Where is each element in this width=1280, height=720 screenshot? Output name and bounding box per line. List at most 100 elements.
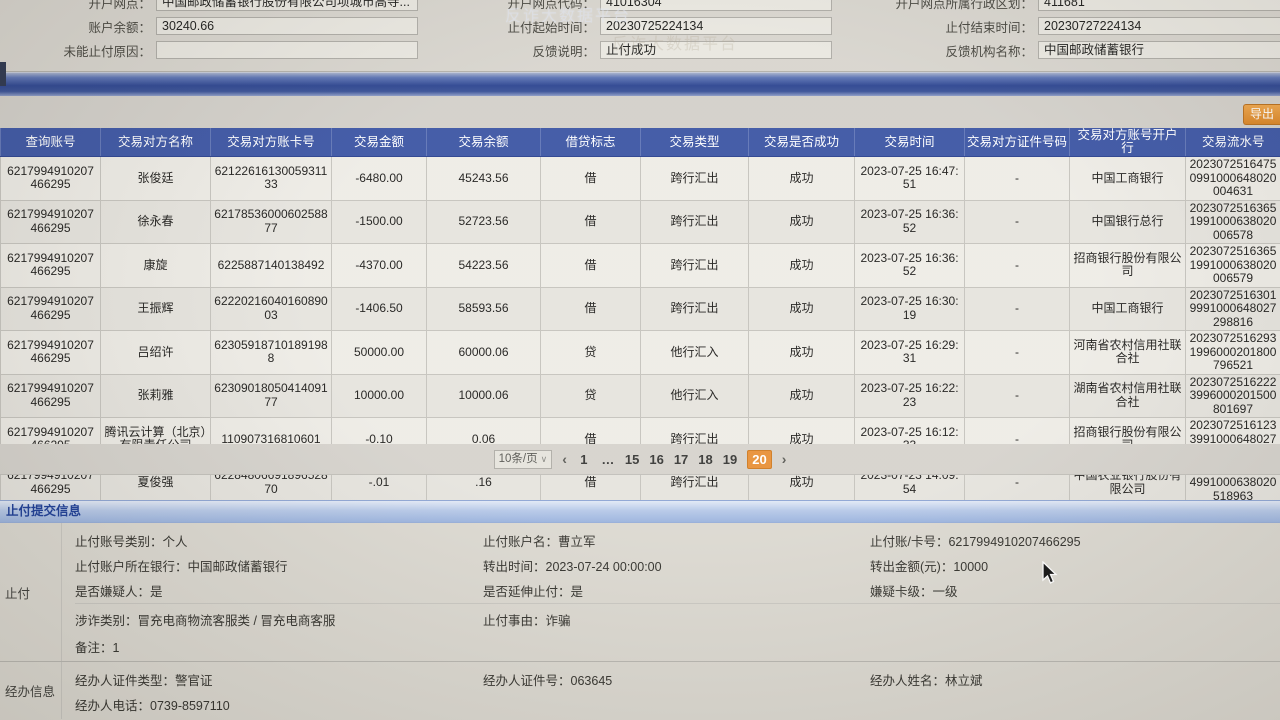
table-row[interactable]: 6217994910207466295 吕绍许 623059187101891988…: [0, 330, 1280, 375]
info-row: 备注：1: [75, 634, 1280, 659]
mouse-cursor: [1042, 561, 1058, 584]
table-cell: 6217994910207466295: [0, 199, 101, 244]
page-button[interactable]: 1: [580, 451, 588, 467]
table-cell: -: [964, 243, 1070, 288]
table-cell: 6212261613005931133: [210, 156, 332, 201]
table-cell: 成功: [748, 330, 855, 375]
field-value-box[interactable]: 20230725224134: [600, 17, 832, 35]
page-button[interactable]: 17: [673, 451, 689, 467]
column-header: 交易余额: [426, 128, 541, 157]
table-cell: -4370.00: [331, 243, 427, 288]
info-field-label: 止付账号类别：: [75, 535, 163, 549]
table-cell: 成功: [748, 199, 855, 244]
info-field-label: 经办人证件号：: [483, 674, 571, 688]
table-cell: 借: [540, 243, 641, 288]
form-row: 开户网点： 中国邮政储蓄银行股份有限公司项城市高寺... 开户网点代码： 410163…: [0, 0, 1280, 14]
table-cell: -1406.50: [331, 286, 427, 331]
column-header: 交易流水号: [1185, 128, 1280, 157]
page-button[interactable]: 15: [624, 451, 640, 467]
field-value-box[interactable]: 止付成功: [600, 41, 832, 59]
table-row[interactable]: 6217994910207466295 张俊廷 621226161300593113…: [0, 156, 1280, 201]
field-label: 账户余额：: [88, 20, 151, 35]
field-value-box[interactable]: 30240.66: [156, 17, 418, 35]
field-value-box[interactable]: 411681: [1038, 0, 1280, 11]
info-field-label: 止付账户名：: [483, 535, 559, 549]
table-cell: 跨行汇出: [640, 156, 749, 201]
section-divider-bar: [0, 72, 1280, 96]
field-value-box[interactable]: 中国邮政储蓄银行: [1038, 41, 1280, 59]
field-value-box[interactable]: 20230727224134: [1038, 17, 1280, 35]
prev-page-button[interactable]: ‹: [562, 451, 567, 467]
column-header: 交易时间: [854, 128, 965, 157]
info-field: 经办人证件类型：警官证: [75, 670, 483, 689]
export-button[interactable]: 导出: [1243, 104, 1280, 125]
info-field-label: 是否嫌疑人：: [75, 585, 151, 599]
info-field-label: 嫌疑卡级：: [870, 585, 933, 599]
page-ellipsis[interactable]: …: [601, 451, 615, 467]
table-cell: 中国银行总行: [1069, 199, 1186, 244]
form-row: 未能止付原因： 反馈说明： 止付成功 反馈机构名称： 中国邮政储蓄银行: [0, 38, 1280, 62]
table-cell: 20230725163019991000648027298816: [1185, 286, 1280, 331]
submit-info-panel: 止付 止付账号类别：个人 止付账户名：曹立军 止付账/卡号：6217994910207…: [0, 523, 1280, 720]
info-group: 止付 止付账号类别：个人 止付账户名：曹立军 止付账/卡号：6217994910207…: [0, 523, 1280, 661]
table-cell: 54223.56: [426, 243, 541, 288]
field-value-box[interactable]: 中国邮政储蓄银行股份有限公司项城市高寺...: [156, 0, 418, 11]
page-button[interactable]: 18: [698, 451, 713, 467]
field-label: 开户网点所属行政区划：: [895, 0, 1033, 11]
field-value-box[interactable]: 41016304: [600, 0, 832, 11]
form-field: 止付结束时间： 20230727224134: [832, 17, 1280, 36]
field-label: 反馈机构名称：: [945, 44, 1033, 59]
column-header: 交易对方名称: [100, 128, 211, 157]
table-cell: 6217853600060258877: [210, 199, 332, 244]
table-row[interactable]: 6217994910207466295 徐永春 621785360006025887…: [0, 199, 1280, 244]
info-field-label: 止付事由：: [483, 613, 546, 628]
page-number-list: 1 … 15 16 17 18 19 20: [577, 449, 772, 469]
table-cell: 借: [540, 156, 641, 201]
table-cell: 跨行汇出: [640, 243, 749, 288]
next-page-button[interactable]: ›: [781, 451, 787, 467]
page-button-active[interactable]: 20: [747, 449, 772, 469]
column-header: 交易对方账号开户行: [1069, 128, 1186, 157]
table-cell: 贷: [540, 373, 641, 418]
info-field-label: 转出金额(元)：: [870, 560, 954, 574]
table-cell: 招商银行股份有限公司: [1069, 243, 1186, 288]
table-cell: 20230725163651991000638020006579: [1185, 243, 1280, 288]
info-field: 止付事由：诈骗: [483, 610, 870, 629]
info-row: 涉诈类别：冒充电商物流客服类 / 冒充电商客服 止付事由：诈骗: [75, 603, 1280, 634]
page-button[interactable]: 19: [722, 451, 738, 467]
table-row[interactable]: 6217994910207466295 王振辉 622202160401608900…: [0, 286, 1280, 331]
table-row[interactable]: 6217994910207466295 康旋 6225887140138492 -43…: [0, 243, 1280, 288]
info-row: 经办人电话：0739-8597110: [75, 692, 1280, 717]
field-value-box[interactable]: [156, 41, 418, 59]
info-field-value: 警官证: [175, 674, 213, 688]
info-field-value: 中国邮政储蓄银行: [187, 560, 288, 574]
page-size-select[interactable]: 10条/页 ∨: [493, 449, 553, 469]
table-cell: 58593.56: [426, 286, 541, 331]
table-cell: -6480.00: [331, 156, 427, 201]
column-header: 借贷标志: [540, 128, 641, 157]
info-group: 经办信息 经办人证件类型：警官证 经办人证件号：063645 经办人姓名：林立斌 经办人…: [0, 661, 1280, 719]
toolbar-strip: [0, 96, 1280, 128]
table-cell: 10000.06: [426, 373, 541, 418]
group-content: 止付账号类别：个人 止付账户名：曹立军 止付账/卡号：621799491020746…: [62, 523, 1280, 661]
table-cell: 康旋: [100, 243, 211, 288]
field-label: 开户网点：: [88, 0, 151, 11]
form-field: 止付起始时间： 20230725224134: [418, 17, 832, 36]
info-field-value: 林立斌: [945, 674, 983, 688]
table-cell: 中国工商银行: [1069, 156, 1186, 201]
form-field: 反馈说明： 止付成功: [418, 41, 832, 60]
table-cell: 6222021604016089003: [210, 286, 332, 331]
table-cell: 借: [540, 199, 641, 244]
form-field: 账户余额： 30240.66: [4, 17, 418, 36]
account-info-form: 开户网点： 中国邮政储蓄银行股份有限公司项城市高寺... 开户网点代码： 410163…: [0, 0, 1280, 72]
form-field: 未能止付原因：: [4, 41, 418, 60]
page-size-label: 10条/页: [498, 452, 538, 465]
info-field: 经办人证件号：063645: [483, 670, 870, 689]
table-cell: -: [964, 199, 1070, 244]
table-cell: 6217994910207466295: [0, 373, 101, 418]
table-row[interactable]: 6217994910207466295 张莉雅 623090180504140917…: [0, 373, 1280, 418]
info-field-label: 止付账/卡号：: [870, 535, 949, 549]
table-cell: 2023-07-25 16:36:52: [854, 243, 965, 288]
page-button[interactable]: 16: [649, 451, 664, 467]
